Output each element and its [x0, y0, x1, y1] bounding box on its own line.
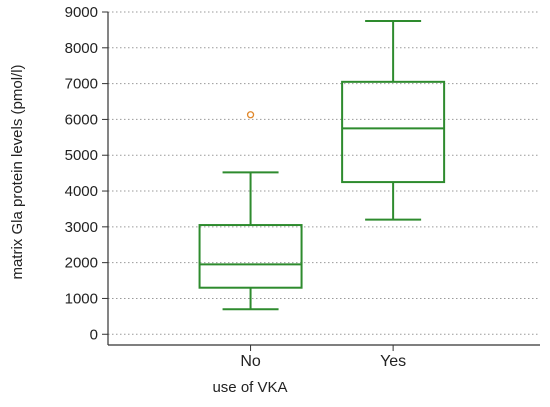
y-tick-label: 9000 — [65, 4, 98, 21]
y-axis-label: matrix Gla protein levels (pmol/l) — [9, 64, 26, 279]
y-tick-label: 6000 — [65, 111, 98, 128]
x-tick-label: No — [240, 353, 261, 370]
y-tick-label: 2000 — [65, 255, 98, 272]
gridlines — [108, 11, 540, 335]
box-no — [198, 111, 303, 311]
x-tick-label: Yes — [380, 353, 406, 370]
boxes — [198, 19, 446, 311]
x-axis-ticks: No Yes — [240, 345, 406, 370]
y-tick-label: 1000 — [65, 290, 98, 307]
box-yes — [341, 19, 446, 221]
y-tick-label: 4000 — [65, 183, 98, 200]
x-axis-label: use of VKA — [212, 379, 287, 396]
y-axis-ticks: 0 1000 2000 3000 4000 5000 6000 7000 8000 9000 — [65, 4, 108, 343]
outlier-point — [246, 111, 255, 119]
y-tick-label: 8000 — [65, 40, 98, 57]
iqr-box — [198, 224, 303, 289]
y-tick-label: 3000 — [65, 219, 98, 236]
y-tick-label: 5000 — [65, 147, 98, 164]
axes — [107, 12, 540, 346]
y-tick-label: 7000 — [65, 76, 98, 93]
iqr-box — [341, 80, 446, 184]
y-tick-label: 0 — [90, 326, 98, 343]
